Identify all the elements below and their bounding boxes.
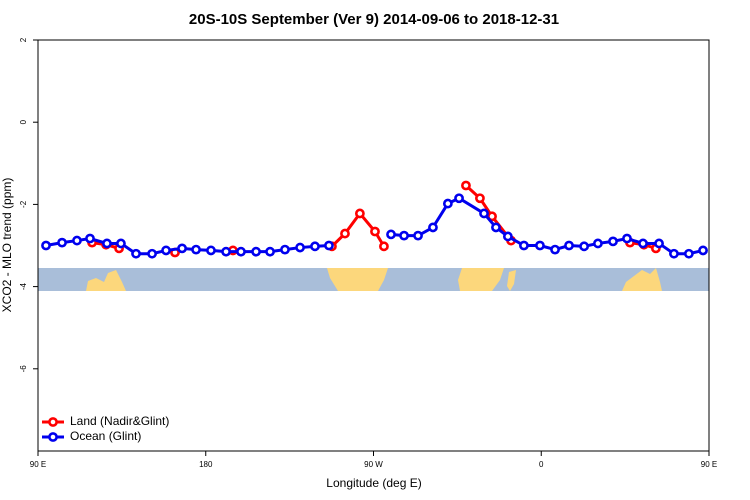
point — [461, 180, 471, 191]
point — [491, 222, 501, 233]
point — [475, 193, 485, 204]
x-tick-label: 0 — [539, 460, 544, 469]
x-tick-label: 90 E — [30, 460, 46, 469]
point — [519, 240, 529, 251]
land-ocean-strip — [38, 268, 709, 291]
point — [579, 241, 590, 252]
x-axis-label: Longitude (deg E) — [326, 476, 421, 490]
point — [295, 242, 305, 253]
point — [638, 238, 648, 249]
point — [280, 244, 290, 255]
point — [340, 228, 350, 239]
point — [654, 238, 664, 249]
legend-marker — [48, 417, 58, 427]
legend-marker — [48, 432, 58, 442]
point — [683, 248, 694, 259]
point — [41, 240, 51, 251]
point — [191, 244, 201, 255]
point — [265, 246, 275, 257]
series-line — [91, 184, 657, 250]
point — [147, 248, 157, 259]
point — [72, 235, 82, 246]
x-tick-label: 90 E — [701, 460, 717, 469]
plot-frame — [37, 39, 710, 452]
series-line — [45, 196, 704, 256]
point — [669, 248, 679, 259]
y-tick-label: -4 — [19, 282, 28, 290]
point — [354, 208, 365, 219]
point — [221, 246, 231, 257]
x-tick-label: 180 — [199, 460, 213, 469]
point — [442, 198, 453, 209]
point — [535, 240, 545, 251]
point — [370, 226, 380, 237]
point — [413, 230, 423, 241]
y-tick-label: -2 — [19, 200, 28, 208]
point — [206, 245, 216, 256]
point — [608, 236, 618, 247]
point — [399, 230, 409, 241]
y-tick-label: 0 — [19, 119, 28, 124]
point — [177, 243, 187, 254]
point — [622, 233, 632, 244]
point — [102, 238, 112, 249]
point — [310, 241, 320, 252]
legend-label: Land (Nadir&Glint) — [70, 414, 169, 428]
point — [593, 238, 603, 249]
point — [386, 229, 396, 240]
y-axis-label: XCO2 - MLO trend (ppm) — [0, 178, 14, 313]
point — [57, 237, 67, 248]
point — [479, 208, 489, 219]
point — [564, 240, 574, 251]
point — [550, 244, 560, 255]
point — [131, 248, 141, 259]
point — [116, 238, 126, 249]
x-tick-label: 90 W — [364, 460, 383, 469]
chart-title: 20S-10S September (Ver 9) 2014-09-06 to … — [189, 11, 559, 28]
point — [502, 231, 513, 242]
y-tick-label: -6 — [19, 365, 28, 373]
point — [85, 233, 95, 244]
point — [324, 240, 334, 251]
point — [379, 241, 389, 252]
point — [428, 222, 438, 233]
point — [236, 246, 246, 257]
y-tick-label: 2 — [19, 37, 28, 42]
legend-label: Ocean (Glint) — [70, 429, 141, 443]
point — [454, 193, 464, 204]
point — [251, 246, 261, 257]
point — [161, 245, 171, 256]
point — [698, 245, 708, 256]
